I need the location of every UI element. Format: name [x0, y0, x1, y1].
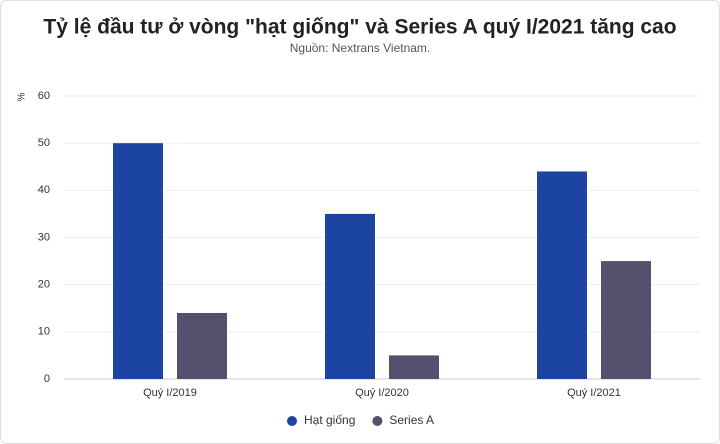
bar — [325, 213, 375, 379]
chart-title: Tỷ lệ đầu tư ở vòng "hạt giống" và Serie… — [43, 16, 676, 39]
y-tick-label: 0 — [44, 373, 50, 385]
y-tick-label: 30 — [38, 231, 50, 243]
y-tick-label: 10 — [38, 326, 50, 338]
bar — [601, 261, 651, 379]
y-tick-label: 60 — [38, 90, 50, 102]
y-tick-label: 50 — [38, 137, 50, 149]
legend-label: Hạt giống — [304, 413, 355, 427]
bar — [537, 171, 587, 379]
legend-marker — [372, 416, 383, 426]
legend-label: Series A — [389, 413, 434, 427]
bar — [177, 312, 227, 379]
bar — [113, 143, 163, 379]
x-tick-label: Quý I/2019 — [143, 387, 197, 399]
y-axis-label: % — [17, 92, 28, 101]
y-tick-label: 20 — [38, 279, 50, 291]
bar — [389, 355, 439, 379]
chart-subtitle: Nguồn: Nextrans Vietnam. — [290, 41, 431, 55]
y-tick-label: 40 — [38, 184, 50, 196]
legend-marker — [287, 416, 297, 426]
x-tick-label: Quý I/2021 — [567, 387, 621, 399]
x-tick-label: Quý I/2020 — [355, 387, 409, 399]
